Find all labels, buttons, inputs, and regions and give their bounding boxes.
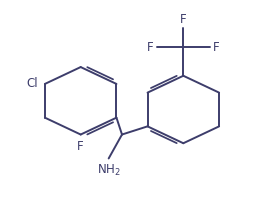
- Text: NH$_2$: NH$_2$: [97, 163, 121, 178]
- Text: F: F: [77, 140, 84, 153]
- Text: F: F: [180, 13, 187, 26]
- Text: F: F: [213, 41, 219, 54]
- Text: F: F: [147, 41, 154, 54]
- Text: Cl: Cl: [27, 78, 38, 90]
